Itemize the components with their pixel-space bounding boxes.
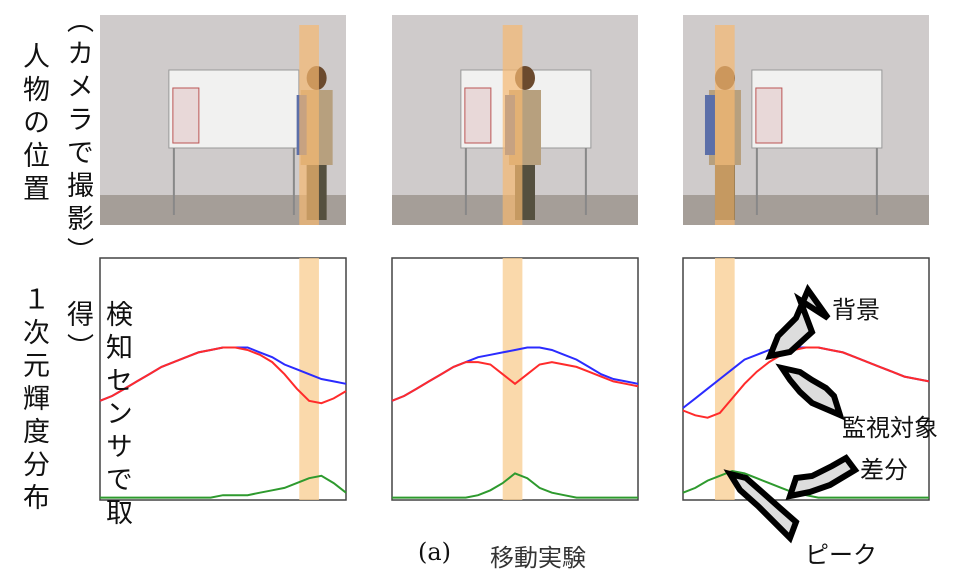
photo-band: [299, 25, 319, 225]
photo-band: [715, 25, 735, 225]
annotation: ピーク: [805, 535, 877, 570]
annotation: 差分: [860, 450, 908, 485]
calendar: [756, 88, 782, 143]
caption-tag: (a): [418, 538, 451, 566]
row-sublabel: 検知センサで取得）: [58, 300, 136, 576]
photo-band: [503, 25, 523, 225]
figure-graphics: [0, 0, 970, 576]
plot-band: [503, 258, 523, 500]
person-arm: [705, 95, 715, 155]
row-sublabel: （カメラで撮影）: [58, 6, 97, 270]
caption-text: 移動実験: [490, 538, 586, 573]
plot-band: [299, 258, 319, 500]
annotation: 監視対象: [842, 408, 938, 443]
figure: 人物の位置 （カメラで撮影） １次元輝度分布 検知センサで取得） 背景 監視対象…: [0, 0, 970, 576]
calendar: [173, 88, 199, 143]
calendar: [465, 88, 491, 143]
annotation: 背景: [832, 290, 880, 325]
row-label: １次元輝度分布: [14, 285, 53, 516]
plot-band: [715, 258, 735, 500]
row-label: 人物の位置: [14, 42, 53, 207]
